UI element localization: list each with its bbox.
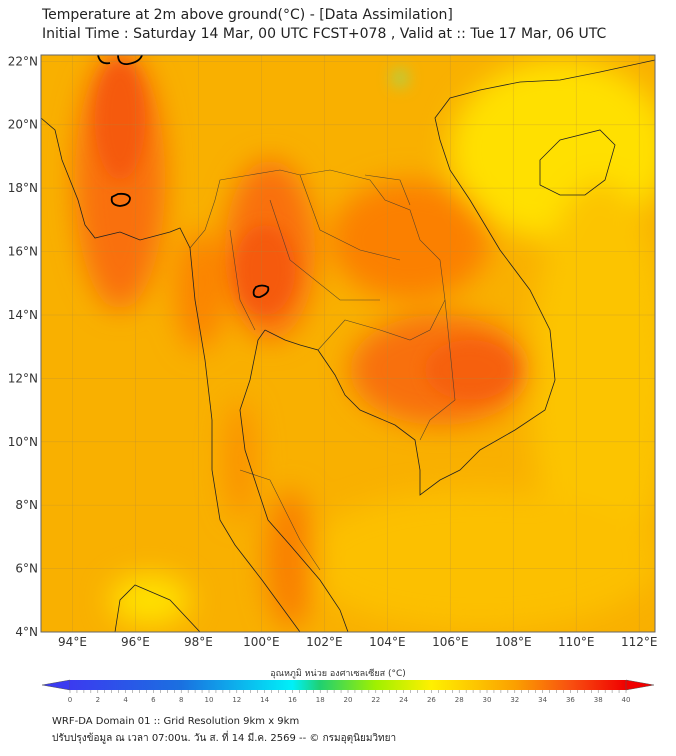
lon-tick-label: 112°E [621, 635, 658, 649]
colorbar-tick-label: 32 [510, 696, 519, 704]
lat-tick-label: 18°N [8, 181, 38, 195]
colorbar-min-arrow [41, 679, 71, 691]
colorbar-tick-label: 4 [123, 696, 128, 704]
chart-title: Temperature at 2m above ground(°C) - [Da… [42, 7, 453, 23]
colorbar-tick-label: 16 [288, 696, 297, 704]
colorbar-max-arrow [625, 679, 655, 691]
longitude-labels: 94°E 96°E 98°E 100°E 102°E 104°E 106°E 108°E 110… [58, 635, 657, 649]
footer-model-info: WRF-DA Domain 01 :: Grid Resolution 9km … [52, 716, 300, 727]
lat-tick-label: 20°N [8, 118, 38, 132]
colorbar-ticks: 0 2 4 6 8 10 12 14 16 18 20 22 24 26 28 30 32 34 36 38 40 [68, 690, 631, 704]
country-borders [189, 169, 456, 571]
colorbar-tick-label: 22 [371, 696, 380, 704]
colorbar-tick-label: 2 [96, 696, 100, 704]
lat-tick-label: 8°N [15, 498, 38, 512]
colorbar-tick-label: 34 [538, 696, 547, 704]
colorbar-tick-label: 20 [344, 696, 353, 704]
lat-tick-label: 12°N [8, 371, 38, 385]
footer-update-info: ปรับปรุงข้อมูล ณ เวลา 07:00น. วัน ส. ที่… [52, 733, 397, 744]
lon-tick-label: 100°E [243, 635, 280, 649]
lat-tick-label: 14°N [8, 308, 38, 322]
colorbar-tick-label: 36 [566, 696, 575, 704]
lon-tick-label: 106°E [432, 635, 469, 649]
colorbar-tick-label: 30 [483, 696, 492, 704]
colorbar-tick-label: 40 [622, 696, 631, 704]
lat-tick-label: 22°N [8, 54, 38, 68]
lon-tick-label: 96°E [121, 635, 150, 649]
lat-tick-label: 10°N [8, 435, 38, 449]
colorbar-tick-label: 38 [594, 696, 603, 704]
colorbar-tick-label: 12 [232, 696, 241, 704]
graticule [41, 55, 655, 632]
colorbar-tick-label: 26 [427, 696, 436, 704]
coastlines [41, 59, 655, 632]
chart-subtitle: Initial Time : Saturday 14 Mar, 00 UTC F… [42, 26, 607, 42]
lat-tick-label: 4°N [15, 625, 38, 639]
colorbar-tick-label: 28 [455, 696, 464, 704]
colorbar: 0 2 4 6 8 10 12 14 16 18 20 22 24 26 28 30 32 34 36 38 40 [41, 679, 655, 704]
contour-40c [97, 55, 270, 299]
lon-tick-label: 110°E [558, 635, 595, 649]
colorbar-tick-label: 6 [151, 696, 156, 704]
map-frame [40, 54, 656, 633]
colorbar-gradient [70, 680, 626, 690]
colorbar-tick-label: 18 [316, 696, 325, 704]
colorbar-label: อุณหภูมิ หน่วย องศาเซลเซียส (°C) [270, 669, 406, 679]
lon-tick-label: 94°E [58, 635, 87, 649]
lon-tick-label: 98°E [184, 635, 213, 649]
colorbar-tick-label: 10 [205, 696, 214, 704]
colorbar-tick-label: 14 [260, 696, 269, 704]
lon-tick-label: 104°E [369, 635, 406, 649]
lon-tick-label: 108°E [495, 635, 532, 649]
colorbar-tick-label: 0 [68, 696, 72, 704]
colorbar-tick-label: 8 [179, 696, 183, 704]
lat-tick-label: 6°N [15, 562, 38, 576]
lon-tick-label: 102°E [306, 635, 343, 649]
latitude-labels: 22°N 20°N 18°N 16°N 14°N 12°N 10°N 8°N 6°N 4°N [8, 54, 38, 639]
lat-tick-label: 16°N [8, 245, 38, 259]
colorbar-tick-label: 24 [399, 696, 408, 704]
temperature-field [41, 55, 655, 632]
temperature-map: 22°N 20°N 18°N 16°N 14°N 12°N 10°N 8°N 6°N 4°N 94… [8, 54, 658, 649]
